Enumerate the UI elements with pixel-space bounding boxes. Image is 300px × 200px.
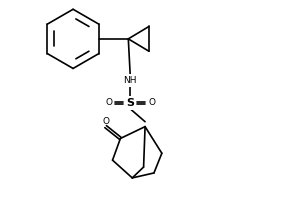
Text: NH: NH [124, 76, 137, 85]
Text: S: S [126, 98, 134, 108]
Text: O: O [105, 98, 112, 107]
Text: O: O [102, 117, 109, 126]
Text: O: O [148, 98, 155, 107]
